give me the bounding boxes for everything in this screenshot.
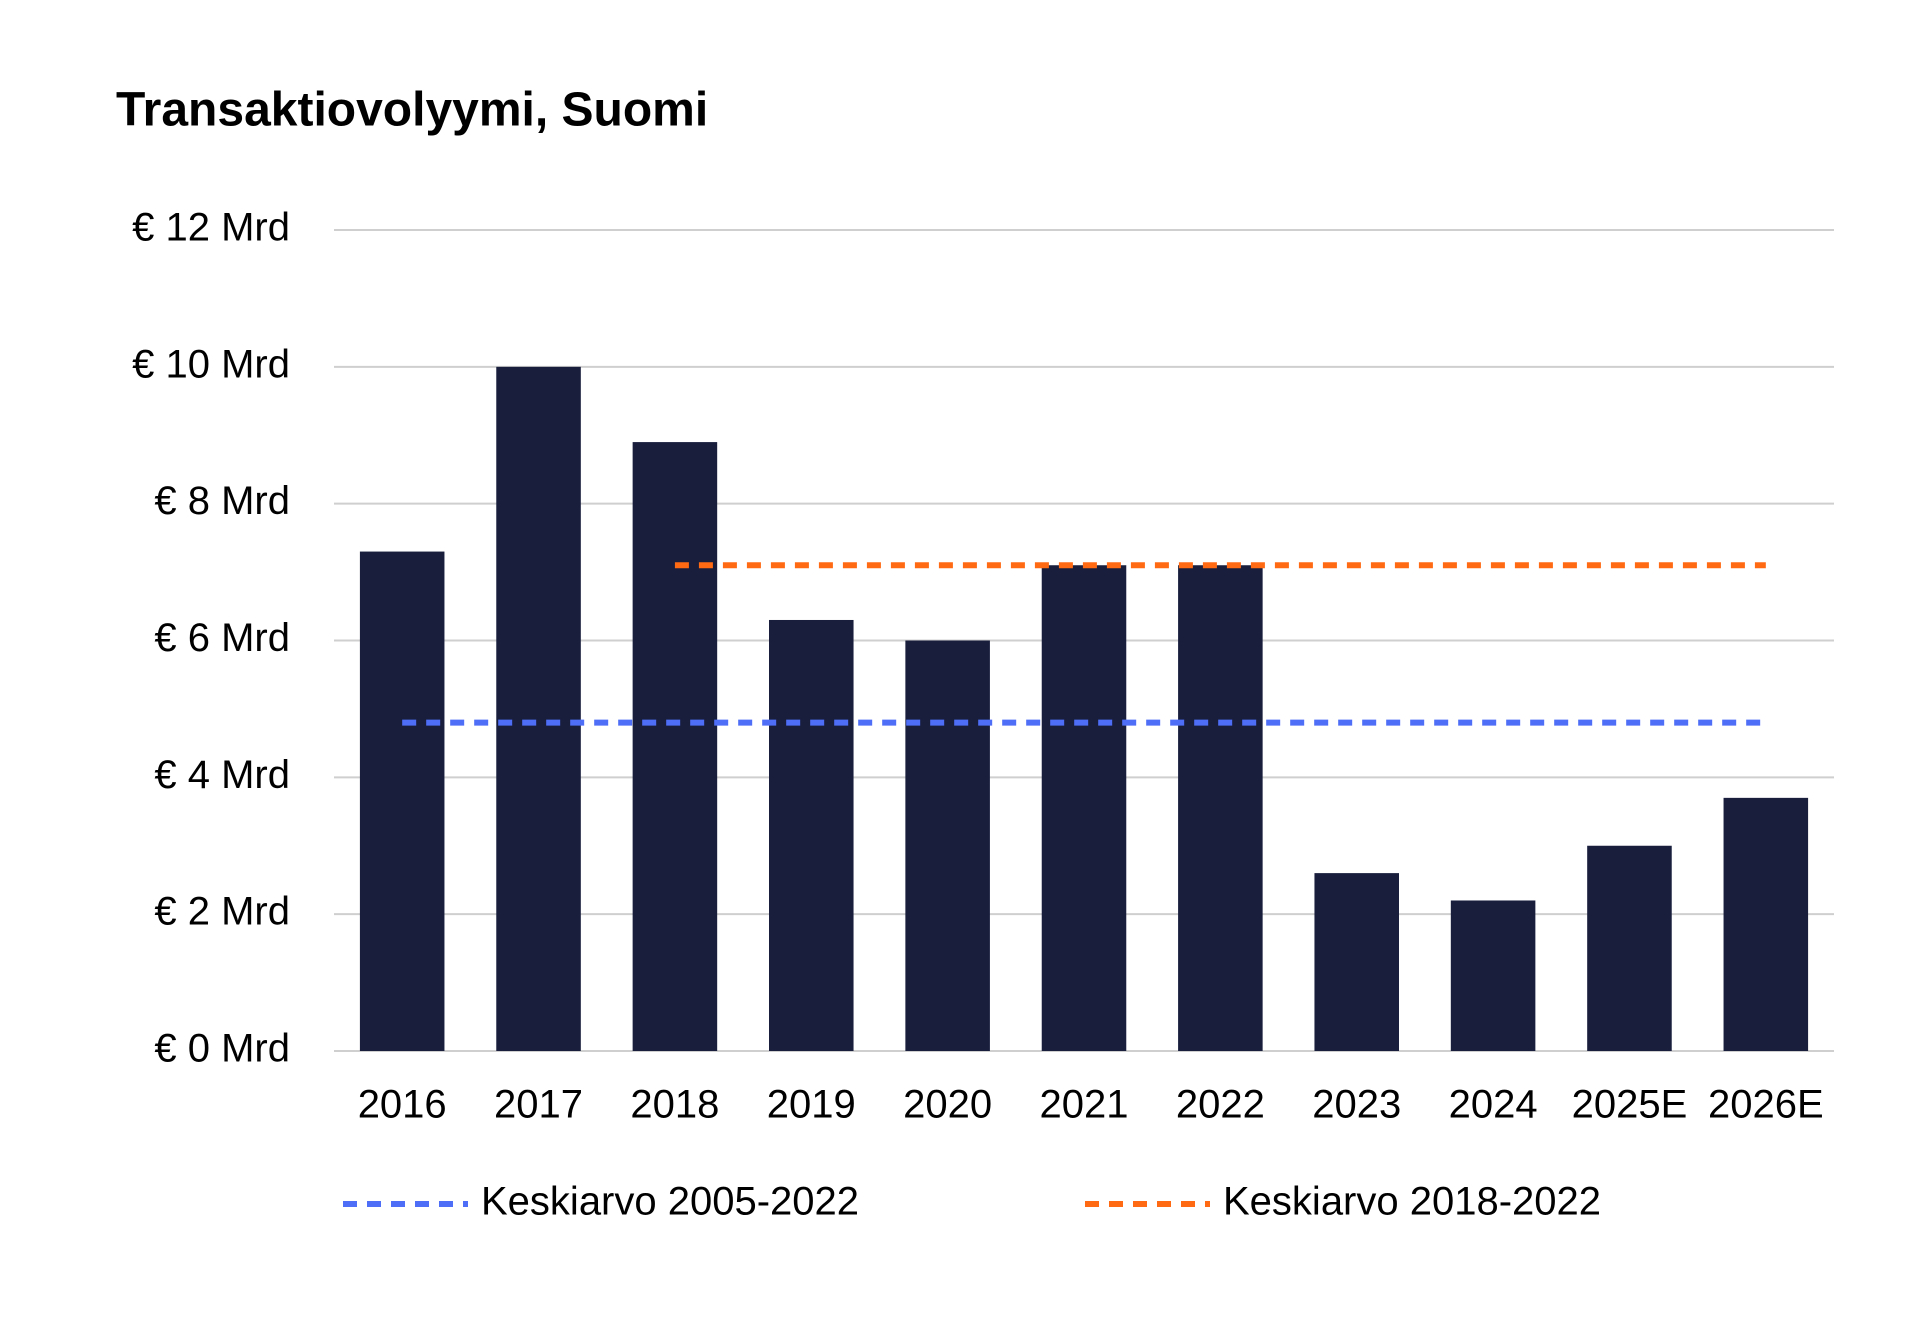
x-tick-label: 2016 bbox=[358, 1083, 447, 1127]
x-tick-label: 2020 bbox=[903, 1083, 992, 1127]
x-tick-label: 2018 bbox=[630, 1083, 719, 1127]
bar bbox=[496, 366, 581, 1051]
bar bbox=[769, 619, 854, 1051]
y-tick-label: € 4 Mrd bbox=[154, 753, 290, 797]
bar bbox=[1314, 873, 1399, 1051]
x-tick-label: 2022 bbox=[1176, 1083, 1265, 1127]
bar bbox=[1587, 845, 1672, 1051]
bar bbox=[359, 551, 445, 1051]
x-tick-label: 2017 bbox=[494, 1083, 583, 1127]
y-tick-label: € 0 Mrd bbox=[154, 1027, 290, 1071]
y-tick-label: € 8 Mrd bbox=[154, 479, 290, 523]
x-tick-label: 2024 bbox=[1449, 1083, 1538, 1127]
bar bbox=[1723, 797, 1809, 1051]
x-tick-label: 2021 bbox=[1040, 1083, 1129, 1127]
x-tick-label: 2025E bbox=[1572, 1083, 1688, 1127]
legend-label: Keskiarvo 2005-2022 bbox=[481, 1180, 859, 1224]
x-tick-label: 2026E bbox=[1708, 1083, 1824, 1127]
y-tick-label: € 2 Mrd bbox=[154, 890, 290, 934]
x-tick-label: 2019 bbox=[767, 1083, 856, 1127]
x-tick-label: 2023 bbox=[1312, 1083, 1401, 1127]
legend-label: Keskiarvo 2018-2022 bbox=[1223, 1180, 1601, 1224]
chart-title: Transaktiovolyymi, Suomi bbox=[116, 84, 708, 137]
bar bbox=[1450, 900, 1536, 1051]
y-tick-label: € 12 Mrd bbox=[132, 206, 290, 250]
bar bbox=[905, 640, 990, 1051]
y-tick-label: € 6 Mrd bbox=[154, 616, 290, 660]
y-tick-label: € 10 Mrd bbox=[132, 342, 290, 386]
bar bbox=[632, 442, 718, 1051]
bar bbox=[1041, 565, 1127, 1051]
bar bbox=[1178, 565, 1263, 1051]
